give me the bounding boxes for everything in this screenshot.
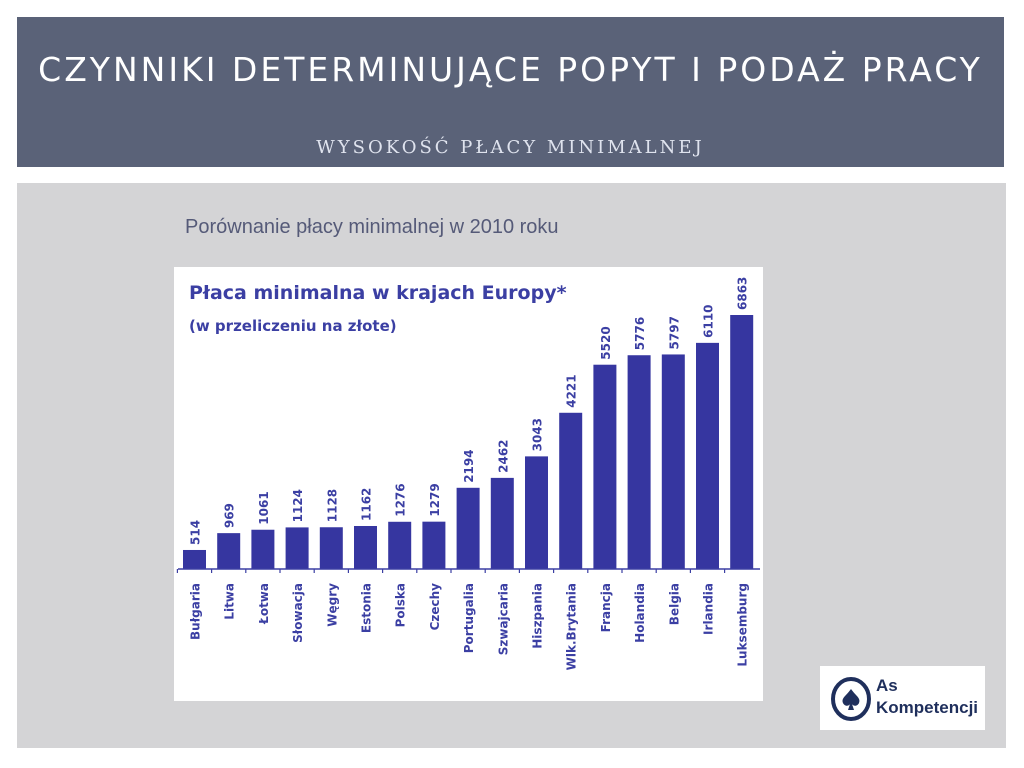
- category-label-luksemburg: Luksemburg: [736, 583, 750, 667]
- bar-belgia: [662, 354, 685, 569]
- category-label-hiszpania: Hiszpania: [531, 583, 545, 649]
- slide-subtitle: WYSOKOŚĆ PŁACY MINIMALNEJ: [17, 137, 1004, 158]
- value-label-irlandia: 6110: [702, 304, 716, 337]
- value-label-holandia: 5776: [633, 317, 647, 350]
- category-label-szwajcaria: Szwajcaria: [496, 583, 510, 655]
- value-label-portugalia: 2194: [462, 449, 476, 482]
- value-label-litwa: 969: [223, 503, 237, 528]
- category-label-portugalia: Portugalia: [462, 583, 476, 653]
- bar-wlk-brytania: [559, 413, 582, 569]
- value-label-wegry: 1128: [325, 489, 339, 522]
- category-label-slowacja: Słowacja: [291, 583, 305, 643]
- bar-lotwa: [251, 530, 274, 569]
- category-label-irlandia: Irlandia: [702, 583, 716, 635]
- category-label-bulgaria: Bułgaria: [189, 583, 203, 640]
- category-label-francja: Francja: [599, 583, 613, 632]
- chart-container: Płaca minimalna w krajach Europy* (w prz…: [174, 267, 763, 701]
- category-label-holandia: Holandia: [633, 583, 647, 643]
- bar-wegry: [320, 527, 343, 569]
- chart-category-labels: Bułgaria Litwa Łotwa Słowacja Węgry Estonia Po…: [189, 583, 750, 671]
- bar-irlandia: [696, 343, 719, 569]
- value-label-lotwa: 1061: [257, 491, 271, 524]
- category-label-czechy: Czechy: [428, 583, 442, 631]
- chart-title: Płaca minimalna w krajach Europy*: [189, 282, 567, 304]
- bar-estonia: [354, 526, 377, 569]
- value-label-belgia: 5797: [667, 316, 681, 349]
- value-label-szwajcaria: 2462: [496, 439, 510, 472]
- value-label-slowacja: 1124: [291, 489, 305, 522]
- bar-chart: Płaca minimalna w krajach Europy* (w prz…: [174, 267, 763, 701]
- spade-card-icon: [826, 673, 876, 723]
- bar-bulgaria: [183, 550, 206, 569]
- chart-x-axis: [177, 569, 760, 573]
- value-label-luksemburg: 6863: [736, 277, 750, 310]
- category-label-estonia: Estonia: [360, 583, 374, 633]
- category-label-litwa: Litwa: [223, 583, 237, 620]
- bar-holandia: [628, 355, 651, 569]
- value-label-bulgaria: 514: [189, 520, 203, 545]
- category-label-wegry: Węgry: [325, 583, 339, 627]
- bar-luksemburg: [730, 315, 753, 569]
- as-kompetencji-logo: As Kompetencji: [820, 666, 985, 730]
- logo-text: As Kompetencji: [876, 675, 978, 719]
- category-label-wlk-brytania: Wlk.Brytania: [565, 583, 579, 670]
- slide-title: CZYNNIKI DETERMINUJĄCE POPYT I PODAŻ PRA…: [17, 47, 1004, 93]
- value-label-francja: 5520: [599, 326, 613, 359]
- logo-line-2: Kompetencji: [876, 697, 978, 719]
- value-label-hiszpania: 3043: [531, 418, 545, 451]
- category-label-belgia: Belgia: [667, 583, 681, 625]
- bar-slowacja: [286, 527, 309, 569]
- chart-bars: [183, 315, 753, 569]
- bar-czechy: [422, 522, 445, 569]
- slide-header: CZYNNIKI DETERMINUJĄCE POPYT I PODAŻ PRA…: [17, 17, 1004, 167]
- bar-litwa: [217, 533, 240, 569]
- logo-line-1: As: [876, 675, 978, 697]
- category-label-lotwa: Łotwa: [257, 583, 271, 625]
- value-label-polska: 1276: [394, 483, 408, 516]
- bar-francja: [593, 365, 616, 569]
- bar-polska: [388, 522, 411, 569]
- value-label-czechy: 1279: [428, 483, 442, 516]
- bar-hiszpania: [525, 456, 548, 569]
- chart-caption: Porównanie płacy minimalnej w 2010 roku: [185, 216, 559, 239]
- value-label-estonia: 1162: [360, 488, 374, 521]
- bar-portugalia: [457, 488, 480, 569]
- value-label-wlk-brytania: 4221: [565, 374, 579, 407]
- chart-subtitle: (w przeliczeniu na złote): [189, 317, 397, 335]
- bar-szwajcaria: [491, 478, 514, 569]
- category-label-polska: Polska: [394, 583, 408, 627]
